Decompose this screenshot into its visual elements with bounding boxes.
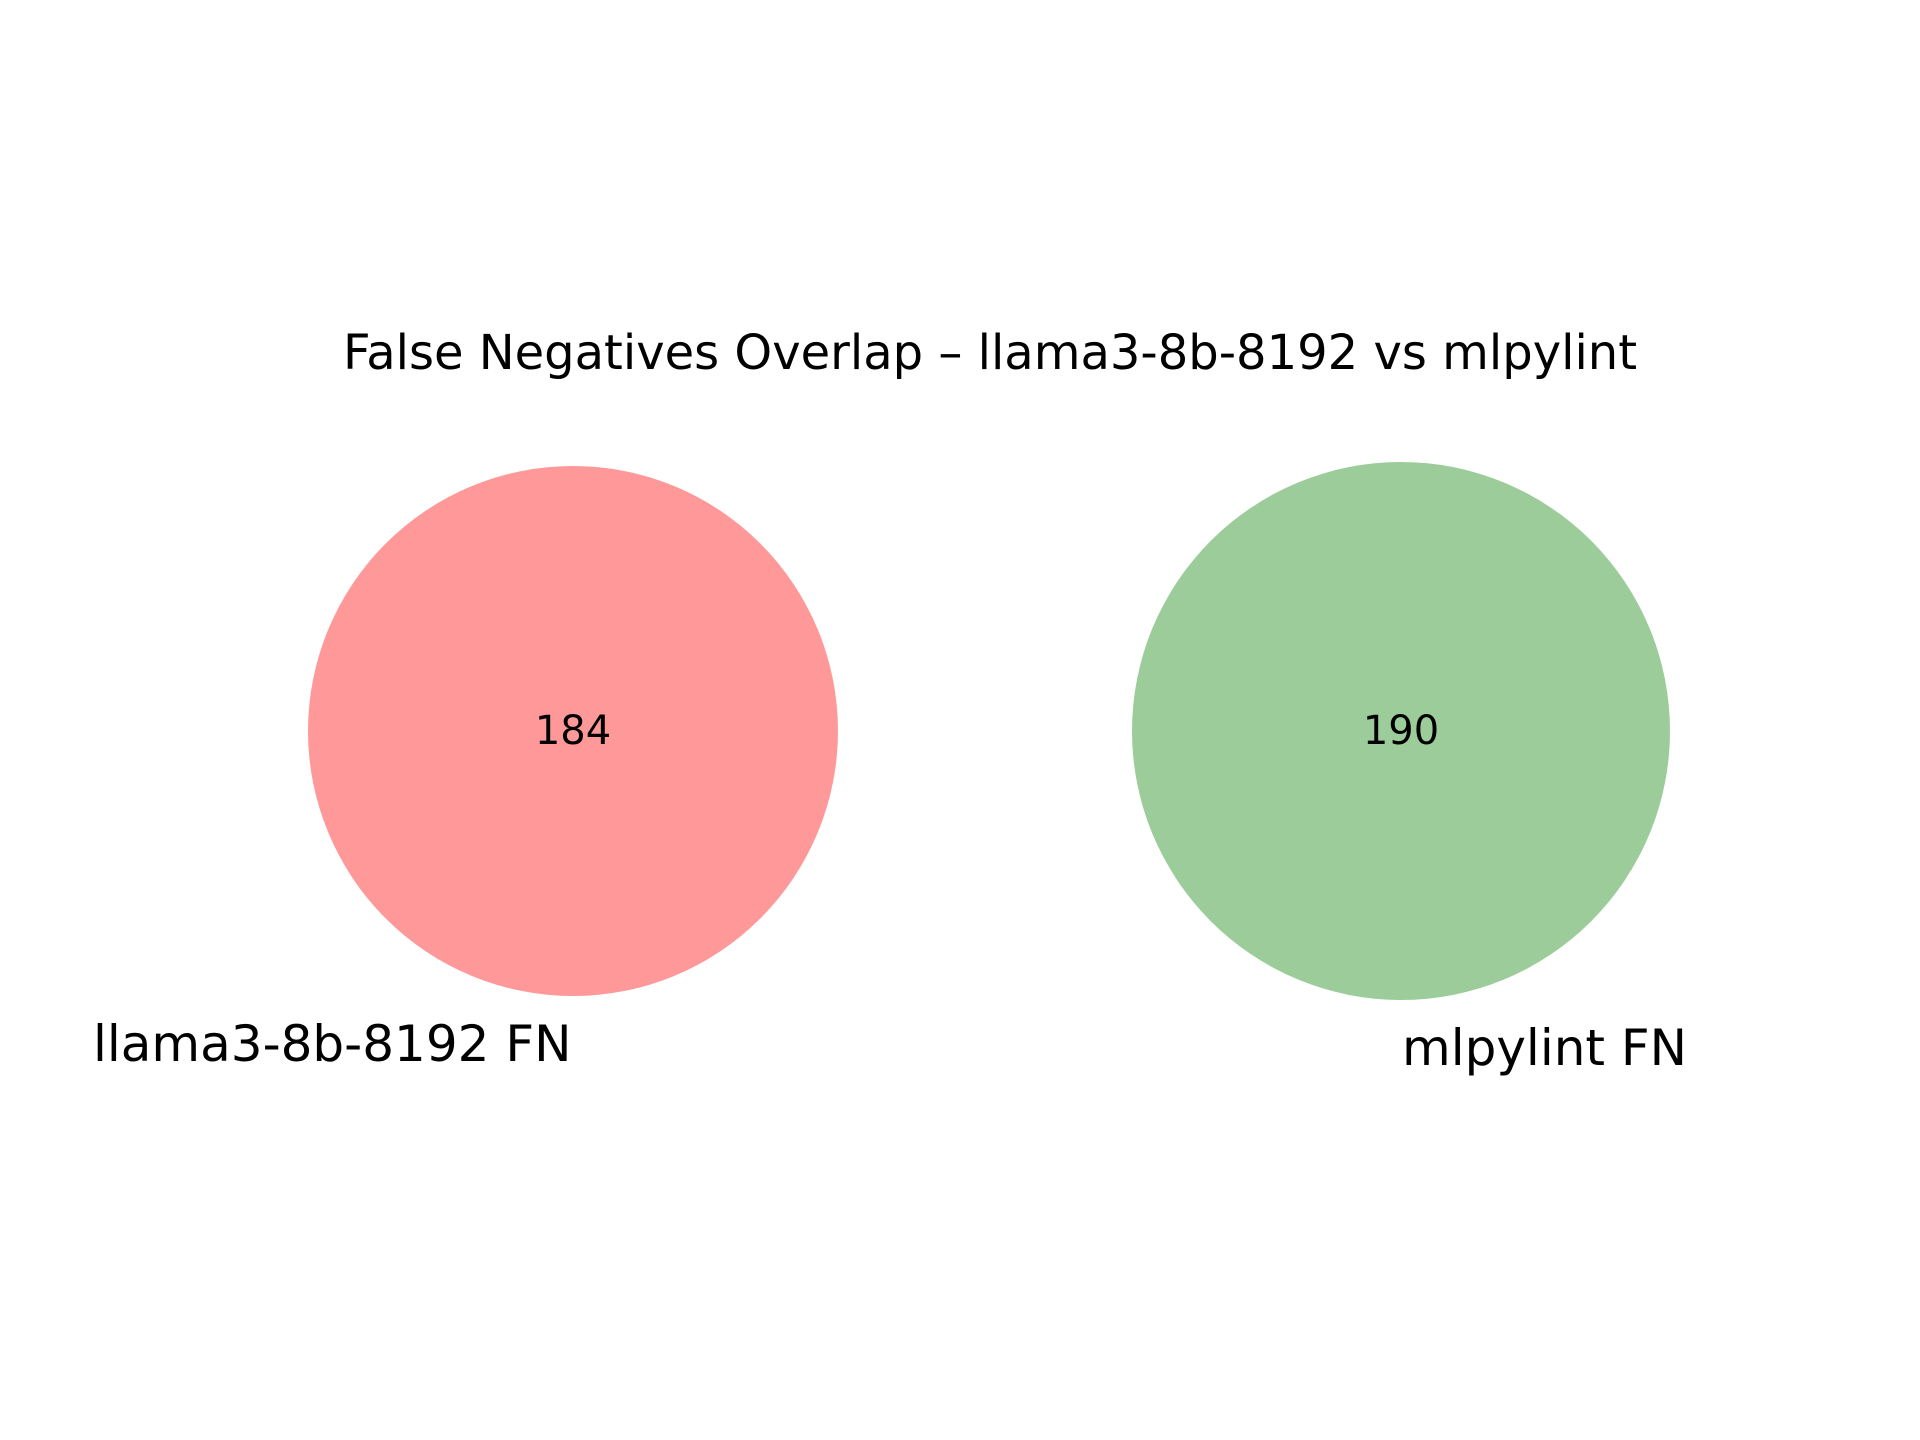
count-label-mlpylint: 190 [1363, 708, 1439, 754]
set-label-llama3: llama3-8b-8192 FN [93, 1015, 572, 1073]
count-label-llama3: 184 [535, 708, 611, 754]
chart-title: False Negatives Overlap – llama3-8b-8192… [343, 325, 1637, 381]
set-label-mlpylint: mlpylint FN [1402, 1019, 1687, 1077]
set-circle-llama3 [308, 466, 838, 996]
set-circle-mlpylint [1132, 462, 1670, 1000]
